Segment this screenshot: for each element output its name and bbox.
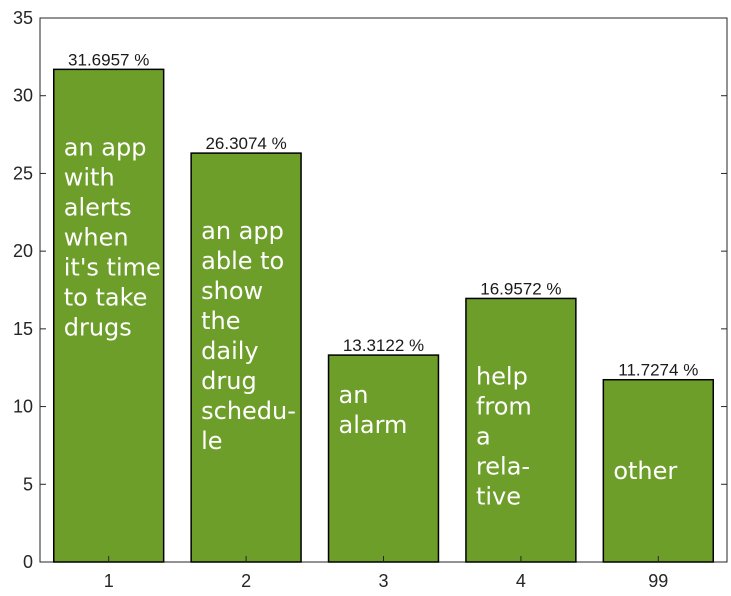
data-label: 26.3074 %	[205, 134, 286, 153]
bar	[52, 68, 165, 563]
x-tick-label: 4	[516, 571, 526, 591]
bar	[465, 297, 577, 563]
bar-annotation-line: show	[201, 277, 263, 305]
data-label: 11.7274 %	[618, 361, 698, 380]
bar-annotation-line: able to	[201, 247, 284, 275]
bar-annotation-line: alerts	[64, 193, 132, 221]
y-tick-label: 20	[13, 241, 33, 261]
bar	[327, 354, 440, 563]
data-label: 13.3122 %	[343, 336, 424, 355]
data-label: 16.9572 %	[480, 279, 561, 298]
bar-annotation-line: schedu-	[201, 397, 296, 425]
bar-annotation-line: from	[476, 392, 532, 420]
y-tick-label: 15	[13, 319, 33, 339]
y-tick-label: 25	[13, 163, 33, 183]
bar	[602, 378, 715, 563]
bar-annotation-line: alarm	[339, 411, 408, 439]
bar-annotation-line: le	[201, 427, 222, 455]
bar-annotation-line: an	[339, 381, 369, 409]
bar	[190, 152, 302, 563]
bar-annotation-line: with	[64, 163, 115, 191]
bar-annotation-line: tive	[476, 482, 521, 510]
x-tick-label: 2	[241, 571, 251, 591]
bar-annotation-line: other	[613, 457, 677, 485]
x-tick-label: 99	[648, 571, 668, 591]
x-tick-label: 1	[104, 571, 114, 591]
y-tick-label: 10	[13, 397, 33, 417]
data-label: 31.6957 %	[68, 50, 149, 69]
bar-annotation-line: help	[476, 362, 528, 390]
bar-annotation-line: the	[201, 307, 240, 335]
bar-annotation-line: an app	[201, 217, 284, 245]
bar-annotation-line: an app	[64, 133, 147, 161]
y-tick-label: 30	[13, 86, 33, 106]
bar-annotation-line: daily	[201, 337, 258, 365]
y-tick-label: 0	[23, 552, 33, 572]
bar-annotation-line: a	[476, 422, 491, 450]
bar-annotation-line: when	[64, 223, 129, 251]
x-tick-label: 3	[378, 571, 388, 591]
bar-annotation-line: drugs	[64, 313, 132, 341]
bar-annotation-line: drug	[201, 367, 257, 395]
bar-annotation-line: rela-	[476, 452, 530, 480]
bar-annotation-line: it's time	[64, 253, 161, 281]
bar-annotation-line: to take	[64, 283, 148, 311]
y-tick-label: 35	[13, 8, 33, 28]
y-tick-label: 5	[23, 474, 33, 494]
